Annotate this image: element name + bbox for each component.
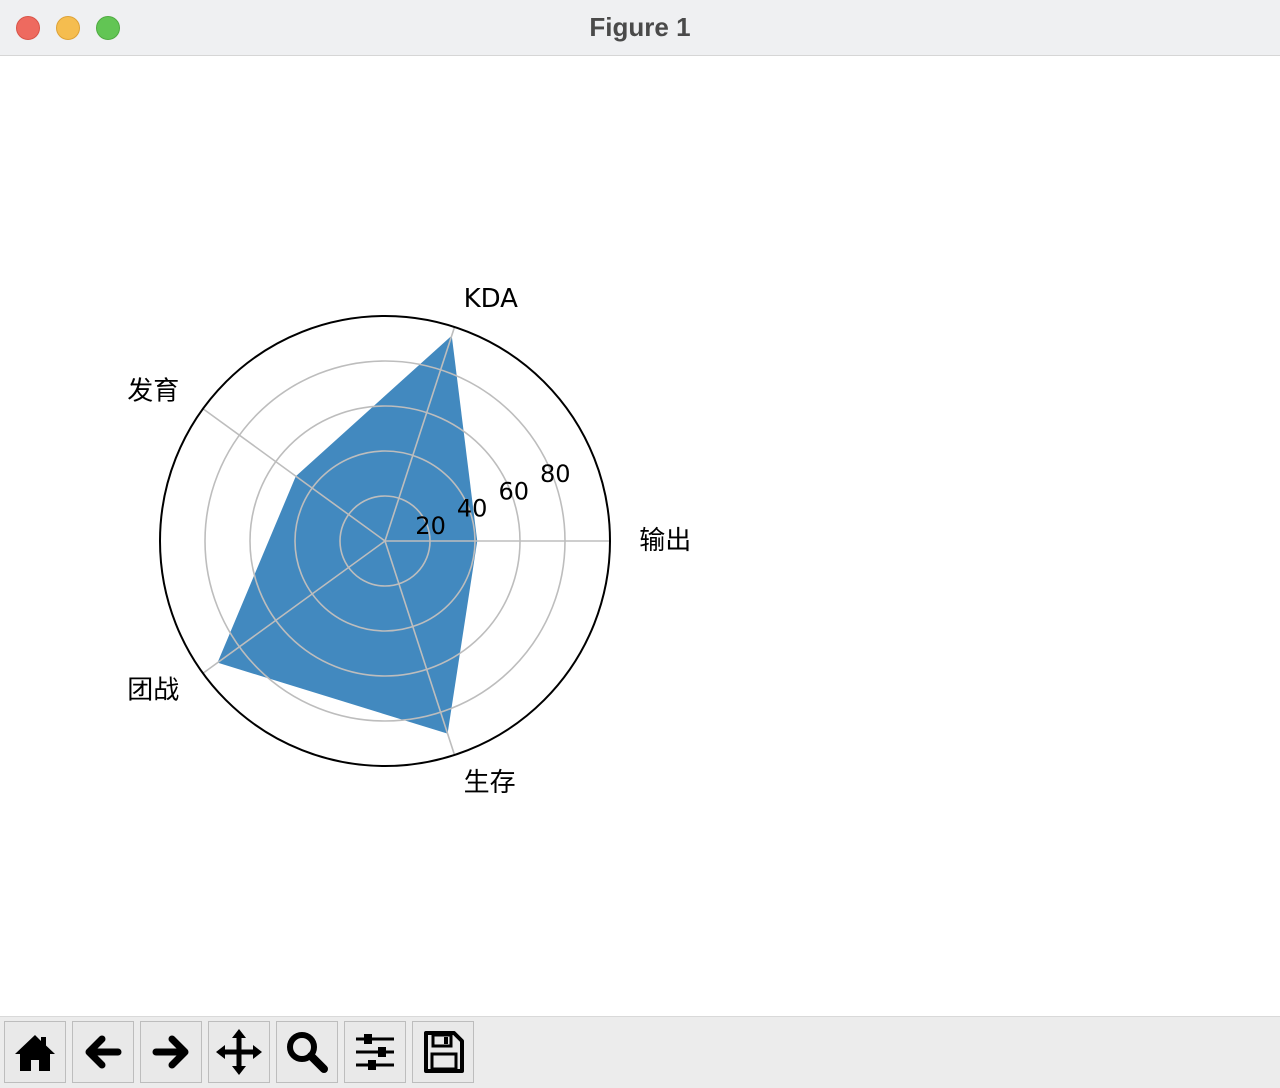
close-window-button[interactable] <box>16 16 40 40</box>
r-tick-label: 60 <box>498 477 529 505</box>
move-icon <box>216 1029 262 1075</box>
spoke-1 <box>384 326 456 542</box>
title-bar: Figure 1 <box>0 0 1280 56</box>
r-tick-label: 40 <box>457 495 488 523</box>
spoke-3 <box>202 540 386 674</box>
save-icon <box>424 1031 464 1073</box>
spoke-4 <box>384 540 456 756</box>
home-button[interactable] <box>4 1021 66 1083</box>
sliders-icon <box>356 1034 394 1070</box>
spoke-2 <box>202 408 386 542</box>
category-label: 输出 <box>639 526 691 556</box>
polar-frame <box>159 315 611 767</box>
category-label: 团战 <box>127 675 179 705</box>
category-label: KDA <box>464 284 519 314</box>
arrow-right-icon <box>152 1035 189 1069</box>
r-tick-label: 80 <box>540 460 571 488</box>
configure-subplots-button[interactable] <box>344 1021 406 1083</box>
pan-button[interactable] <box>208 1021 270 1083</box>
figure-canvas[interactable]: 输出 KDA 发育团战生存 20 40 60 80 <box>0 57 1280 1016</box>
zoom-button[interactable] <box>276 1021 338 1083</box>
maximize-window-button[interactable] <box>96 16 120 40</box>
category-label: 发育 <box>127 377 179 407</box>
save-button[interactable] <box>412 1021 474 1083</box>
home-icon <box>15 1035 55 1071</box>
arrow-left-icon <box>85 1035 122 1069</box>
minimize-window-button[interactable] <box>56 16 80 40</box>
search-icon <box>287 1032 328 1073</box>
back-button[interactable] <box>72 1021 134 1083</box>
navigation-toolbar <box>0 1016 1280 1088</box>
data-area <box>217 335 478 734</box>
window-title: Figure 1 <box>589 12 691 42</box>
r-tick-label: 20 <box>415 512 446 540</box>
category-label: 生存 <box>464 768 516 798</box>
forward-button[interactable] <box>140 1021 202 1083</box>
